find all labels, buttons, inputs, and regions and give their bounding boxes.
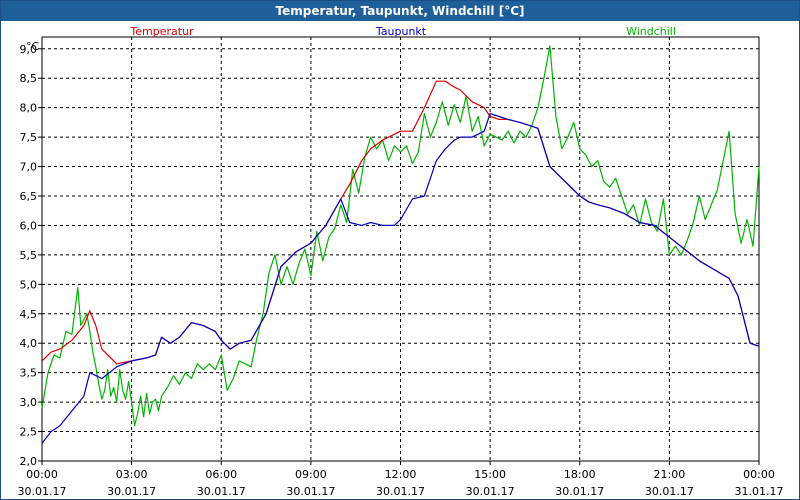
x-tick-date: 30.01.17 [555, 485, 604, 498]
y-tick-label: 3,0 [20, 396, 38, 409]
x-tick-time: 12:00 [385, 468, 417, 481]
series-line-windchill [41, 45, 760, 427]
y-tick-label: 2,5 [20, 426, 38, 439]
series-lines [41, 45, 760, 444]
series-line-taupunkt [41, 112, 760, 444]
y-tick-label: 6,0 [20, 219, 38, 232]
window-title: Temperatur, Taupunkt, Windchill [°C] [1, 1, 799, 21]
y-unit-label: °C [26, 40, 40, 53]
legend-entry-temperatur: Temperatur [129, 25, 194, 38]
x-tick-date: 30.01.17 [645, 485, 694, 498]
legend-entry-windchill: Windchill [626, 25, 676, 38]
x-tick-time: 21:00 [654, 468, 686, 481]
y-tick-label: 7,5 [20, 131, 38, 144]
x-tick-date: 30.01.17 [197, 485, 246, 498]
x-tick-time: 06:00 [205, 468, 237, 481]
x-tick-time: 09:00 [295, 468, 327, 481]
legend: Temperatur Taupunkt Windchill [129, 25, 676, 38]
x-tick-time: 03:00 [116, 468, 148, 481]
x-tick-date: 30.01.17 [107, 485, 156, 498]
grid-lines [42, 37, 759, 461]
x-tick-date: 30.01.17 [18, 485, 67, 498]
y-tick-label: 5,5 [20, 249, 38, 262]
x-tick-time: 00:00 [743, 468, 775, 481]
y-tick-label: 6,5 [20, 190, 38, 203]
y-tick-label: 4,0 [20, 337, 38, 350]
x-tick-date: 30.01.17 [286, 485, 335, 498]
x-axis: 00:00 30.01.17 03:00 30.01.17 06:00 30.01.17 0… [18, 461, 784, 498]
x-tick-date: 30.01.17 [466, 485, 515, 498]
y-tick-label: 8,5 [20, 72, 38, 85]
y-tick-label: 5,0 [20, 278, 38, 291]
y-tick-label: 9,0 [20, 43, 38, 56]
legend-entry-taupunkt: Taupunkt [375, 25, 427, 38]
x-tick-time: 15:00 [474, 468, 506, 481]
y-tick-label: 4,5 [20, 308, 38, 321]
x-tick-date: 31.01.17 [735, 485, 784, 498]
y-tick-label: 8,0 [20, 102, 38, 115]
y-axis: 2,0 2,5 3,0 3,5 4,0 4,5 5,0 5,5 6,0 6,5 7,0 7,5 8,0 8… [20, 43, 42, 468]
y-tick-label: 7,0 [20, 161, 38, 174]
x-tick-date: 30.01.17 [376, 485, 425, 498]
y-tick-label: 3,5 [20, 367, 38, 380]
y-tick-label: 2,0 [20, 455, 38, 468]
x-tick-time: 18:00 [564, 468, 596, 481]
x-tick-time: 00:00 [26, 468, 58, 481]
